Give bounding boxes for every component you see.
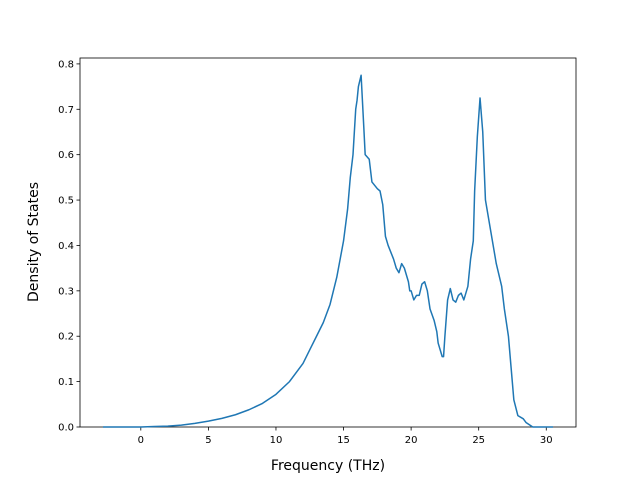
x-tick-label: 15 xyxy=(337,435,350,446)
y-tick-label: 0.3 xyxy=(58,286,74,297)
x-tick-label: 30 xyxy=(540,435,553,446)
y-tick-label: 0.1 xyxy=(58,377,74,388)
y-tick-label: 0.6 xyxy=(58,150,74,161)
x-tick-label: 0 xyxy=(138,435,144,446)
y-tick-label: 0.7 xyxy=(58,105,74,116)
x-tick-label: 10 xyxy=(270,435,283,446)
x-tick-label: 25 xyxy=(472,435,485,446)
y-tick-label: 0.0 xyxy=(58,423,74,434)
x-tick-label: 20 xyxy=(405,435,418,446)
y-tick-label: 0.8 xyxy=(58,59,74,70)
y-tick-label: 0.5 xyxy=(58,196,74,207)
plot-frame xyxy=(79,57,577,428)
y-tick-label: 0.4 xyxy=(58,241,74,252)
y-axis-label: Density of States xyxy=(26,182,42,302)
x-tick-label: 5 xyxy=(205,435,211,446)
y-tick-label: 0.2 xyxy=(58,332,74,343)
x-axis-label: Frequency (THz) xyxy=(271,458,385,474)
line xyxy=(102,74,554,428)
